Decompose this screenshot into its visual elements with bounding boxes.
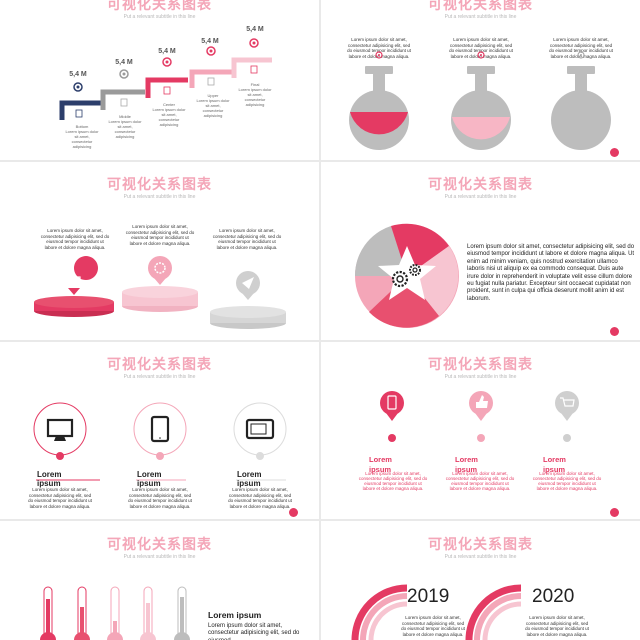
slide-subtitle: Put a relevant subtitle in this line (444, 374, 517, 380)
years-graphic (351, 584, 522, 640)
send-icon (236, 271, 260, 300)
item-text: Lorem ipsum dolor sit amet, consectetur … (532, 471, 602, 491)
step-label: Bottom (75, 124, 89, 129)
slide-title: 可视化关系图表 (107, 356, 212, 372)
flasks-graphic (349, 51, 611, 150)
step-label: Center (162, 102, 175, 107)
slide-years[interactable]: 可视化关系图表 Put a relevant subtitle in this … (321, 521, 640, 640)
cart-icon (555, 391, 579, 421)
star-circle-graphic (354, 223, 459, 328)
briefcase-icon (67, 256, 98, 295)
item-title: Lorem ipsum (37, 470, 62, 488)
flask-red (349, 51, 409, 150)
slide-podiums[interactable]: 可视化关系图表 Put a relevant subtitle in this … (0, 162, 319, 340)
thermo-text: Lorem ipsum dolor sit amet, consectetur … (208, 623, 300, 640)
tv-icon (245, 418, 275, 440)
flask-text: Lorem ipsum dolor sit amet, consectetur … (549, 37, 613, 59)
slide-subtitle: Put a relevant subtitle in this line (123, 374, 196, 380)
slide-title: 可视化关系图表 (428, 176, 533, 192)
step-desc: Lorem ipsum dolor sit amet, consectetur … (65, 129, 99, 149)
step-value: 5,4 M (158, 48, 176, 55)
slide-dot (610, 508, 619, 517)
slide-title: 可视化关系图表 (107, 0, 212, 12)
item-title: Lorem ipsum (369, 455, 392, 474)
step-value: 5,4 M (69, 71, 87, 78)
step-value: 5,4 M (246, 26, 264, 33)
step-label: Final (250, 82, 260, 87)
paragraph-text: Lorem ipsum dolor sit amet, consectetur … (467, 244, 635, 302)
slide-dot (610, 327, 619, 336)
step-desc: Lorem ipsum dolor sit amet, consectetur … (238, 87, 272, 107)
step-desc: Lorem ipsum dolor sit amet, consectetur … (196, 98, 230, 118)
thermometers-graphic (40, 586, 190, 640)
podium-text: Lorem ipsum dolor sit amet, consectetur … (212, 228, 282, 250)
step-desc: Lorem ipsum dolor sit amet, consectetur … (152, 107, 186, 127)
slide-pins[interactable]: 可视化关系图表 Put a relevant subtitle in this … (321, 342, 640, 519)
step-value: 5,4 M (201, 38, 219, 45)
gear-icon (148, 256, 172, 285)
slide-flasks[interactable]: 可视化关系图表 Put a relevant subtitle in this … (321, 0, 640, 160)
slide-subtitle: Put a relevant subtitle in this line (444, 554, 517, 560)
gears-icon (391, 264, 421, 288)
item-title: Lorem ipsum (455, 455, 478, 474)
step-label: Upper (207, 93, 219, 98)
slide-subtitle: Put a relevant subtitle in this line (444, 14, 517, 20)
slide-title: 可视化关系图表 (428, 0, 533, 12)
slide-subtitle: Put a relevant subtitle in this line (123, 554, 196, 560)
flask-text: Lorem ipsum dolor sit amet, consectetur … (347, 37, 411, 59)
devices-graphic (33, 402, 287, 481)
year-text: Lorem ipsum dolor sit amet, consectetur … (401, 615, 465, 637)
slide-star-circle[interactable]: 可视化关系图表 Put a relevant subtitle in this … (321, 162, 640, 340)
flask-text: Lorem ipsum dolor sit amet, consectetur … (449, 37, 513, 59)
item-title: Lorem ipsum (543, 455, 566, 474)
slide-subtitle: Put a relevant subtitle in this line (444, 194, 517, 200)
stairs-graphic (59, 38, 272, 120)
podium-text: Lorem ipsum dolor sit amet, consectetur … (125, 224, 195, 246)
slide-title: 可视化关系图表 (428, 356, 533, 372)
podiums-graphic (34, 256, 286, 329)
phone-icon (380, 391, 404, 421)
step-label: Middle (119, 114, 131, 119)
item-text: Lorem ipsum dolor sit amet, consectetur … (28, 487, 92, 509)
slide-title: 可视化关系图表 (107, 176, 212, 192)
flask-pink (451, 51, 511, 150)
slide-subtitle: Put a relevant subtitle in this line (123, 194, 196, 200)
item-text: Lorem ipsum dolor sit amet, consectetur … (128, 487, 192, 509)
item-title: Lorem ipsum (137, 470, 162, 488)
slide-subtitle: Put a relevant subtitle in this line (123, 14, 196, 20)
monitor-icon (46, 418, 74, 441)
item-title: Lorem ipsum (237, 470, 262, 488)
year-label: 2020 (532, 586, 575, 607)
slide-dot (289, 508, 298, 517)
podium-text: Lorem ipsum dolor sit amet, consectetur … (40, 228, 110, 250)
step-value: 5,4 M (115, 59, 133, 66)
year-label: 2019 (407, 586, 450, 607)
slide-stairs[interactable]: Put a relevant subtitle in this line 可视化… (0, 0, 319, 160)
year-text: Lorem ipsum dolor sit amet, consectetur … (525, 615, 589, 637)
thermo-title: Lorem ipsum (208, 610, 262, 620)
item-text: Lorem ipsum dolor sit amet, consectetur … (445, 471, 515, 491)
flask-gray (551, 51, 611, 150)
slide-dot (610, 148, 619, 157)
step-desc: Lorem ipsum dolor sit amet, consectetur … (108, 119, 142, 139)
item-text: Lorem ipsum dolor sit amet, consectetur … (228, 487, 292, 509)
item-text: Lorem ipsum dolor sit amet, consectetur … (358, 471, 428, 491)
slide-thermometers[interactable]: 可视化关系图表 Put a relevant subtitle in this … (0, 521, 319, 640)
slide-title: 可视化关系图表 (107, 536, 212, 552)
slide-title: 可视化关系图表 (428, 536, 533, 552)
thumbs-up-icon (469, 391, 493, 421)
pins-graphic (380, 391, 579, 442)
slide-devices[interactable]: 可视化关系图表 Put a relevant subtitle in this … (0, 342, 319, 519)
tablet-icon (150, 415, 170, 443)
